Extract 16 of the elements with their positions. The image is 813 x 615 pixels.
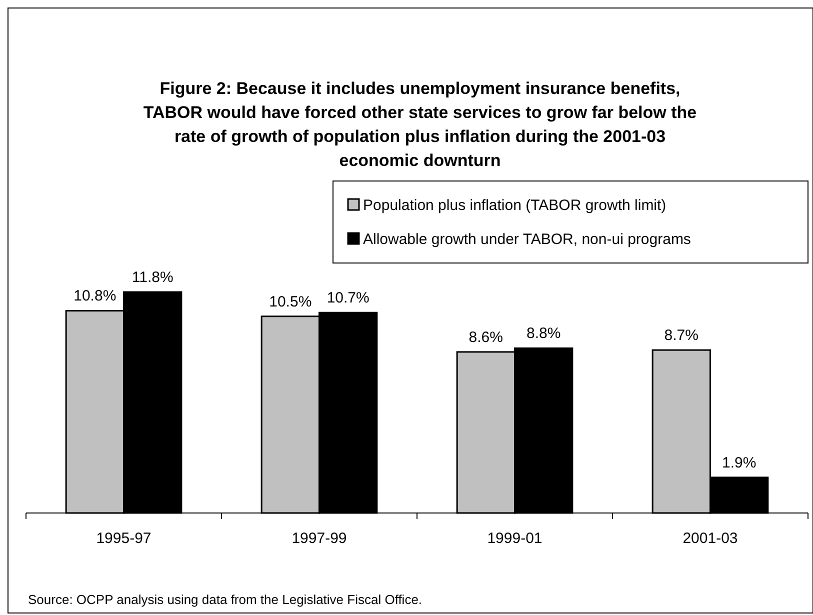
legend-label: Allowable growth under TABOR, non-ui programs — [363, 231, 691, 248]
data-label: 8.7% — [664, 327, 699, 344]
chart-title: Figure 2: Because it includes unemployment insurance benefits, TABOR would have forced other state services to grow far below the rate of growth of population plus inflation during the 2001-03 economic downturn — [143, 79, 697, 170]
x-tick-label: 1997-99 — [292, 530, 347, 547]
data-label: 1.9% — [722, 454, 756, 472]
legend-label: Population plus inflation (TABOR growth limit) — [363, 197, 666, 214]
data-label: 10.7% — [326, 290, 370, 307]
data-label: 10.5% — [269, 293, 312, 310]
data-label: 11.8% — [132, 269, 174, 286]
data-label: 8.6% — [468, 328, 504, 346]
x-tick-label: 2001-03 — [682, 530, 738, 547]
x-tick-label: 1995-97 — [96, 530, 152, 547]
data-label: 8.8% — [526, 325, 561, 342]
source-note: Source: OCPP analysis using data from the Legislative Fiscal Office. — [28, 592, 422, 607]
x-tick-label: 1999-01 — [487, 530, 542, 547]
data-label: 10.8% — [74, 288, 116, 305]
